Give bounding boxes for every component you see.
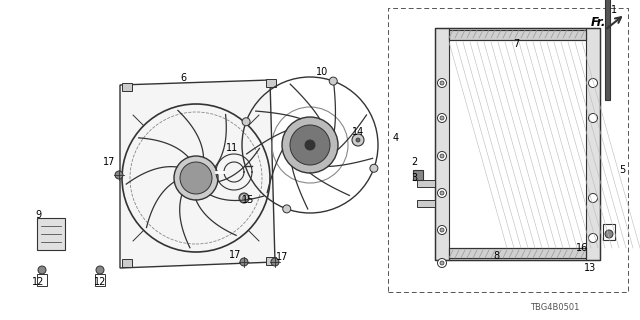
- Bar: [37, 274, 47, 286]
- Circle shape: [180, 162, 212, 194]
- Bar: [449, 248, 586, 258]
- Circle shape: [271, 258, 279, 266]
- Circle shape: [370, 164, 378, 172]
- Circle shape: [589, 234, 598, 243]
- Circle shape: [440, 228, 444, 232]
- Bar: [122, 83, 132, 91]
- Circle shape: [38, 266, 46, 274]
- Circle shape: [438, 114, 447, 123]
- Circle shape: [589, 114, 598, 123]
- Polygon shape: [120, 80, 275, 268]
- Circle shape: [239, 193, 249, 203]
- Bar: [37, 218, 65, 250]
- Text: 14: 14: [352, 127, 364, 137]
- Text: 17: 17: [229, 250, 241, 260]
- Circle shape: [589, 78, 598, 87]
- Text: 17: 17: [103, 157, 115, 167]
- Circle shape: [589, 194, 598, 203]
- Text: 11: 11: [226, 143, 238, 153]
- Circle shape: [96, 266, 104, 274]
- Text: Fr.: Fr.: [590, 15, 605, 28]
- Text: 12: 12: [32, 277, 44, 287]
- Circle shape: [438, 188, 447, 197]
- Circle shape: [605, 230, 613, 238]
- Text: TBG4B0501: TBG4B0501: [531, 303, 580, 313]
- Text: 17: 17: [276, 252, 288, 262]
- Bar: [95, 274, 105, 286]
- Circle shape: [283, 205, 291, 213]
- Circle shape: [240, 258, 248, 266]
- Bar: [435, 28, 600, 260]
- Bar: [449, 248, 586, 260]
- Circle shape: [174, 156, 218, 200]
- Circle shape: [440, 191, 444, 195]
- Text: 9: 9: [35, 210, 41, 220]
- Circle shape: [352, 134, 364, 146]
- Circle shape: [440, 261, 444, 265]
- Circle shape: [290, 125, 330, 165]
- Bar: [435, 28, 600, 260]
- Text: 15: 15: [242, 195, 254, 205]
- Bar: [413, 170, 423, 180]
- Text: 16: 16: [576, 243, 588, 253]
- Text: 8: 8: [493, 251, 499, 261]
- Text: 4: 4: [393, 133, 399, 143]
- Text: 1: 1: [611, 5, 617, 15]
- Text: 10: 10: [316, 67, 328, 77]
- Text: 2: 2: [411, 157, 417, 167]
- Circle shape: [440, 154, 444, 158]
- Bar: [449, 30, 586, 40]
- Circle shape: [438, 78, 447, 87]
- Circle shape: [438, 259, 447, 268]
- Circle shape: [440, 116, 444, 120]
- Text: 12: 12: [94, 277, 106, 287]
- FancyArrow shape: [417, 180, 435, 187]
- Bar: [266, 79, 276, 87]
- Circle shape: [282, 117, 338, 173]
- Circle shape: [115, 171, 123, 179]
- Text: 6: 6: [180, 73, 186, 83]
- Circle shape: [438, 226, 447, 235]
- Text: 5: 5: [619, 165, 625, 175]
- Bar: [435, 28, 449, 260]
- Circle shape: [440, 81, 444, 85]
- Text: 3: 3: [411, 173, 417, 183]
- Bar: [603, 224, 615, 240]
- Bar: [122, 259, 132, 267]
- Circle shape: [329, 77, 337, 85]
- FancyArrow shape: [417, 199, 435, 206]
- Bar: [586, 28, 600, 260]
- Circle shape: [356, 138, 360, 142]
- Circle shape: [305, 140, 315, 150]
- Circle shape: [242, 118, 250, 126]
- Text: 13: 13: [584, 263, 596, 273]
- Circle shape: [438, 151, 447, 161]
- Bar: [266, 257, 276, 265]
- Bar: [449, 28, 586, 40]
- Bar: [605, 0, 610, 100]
- Text: 7: 7: [513, 39, 519, 49]
- Bar: [388, 8, 628, 292]
